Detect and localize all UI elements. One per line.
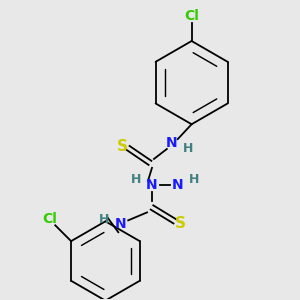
Text: S: S [117, 139, 128, 154]
Text: H: H [188, 173, 199, 186]
Text: N: N [166, 136, 178, 150]
Text: H: H [99, 213, 110, 226]
Text: H: H [182, 142, 193, 154]
Text: S: S [175, 216, 186, 231]
Text: H: H [131, 173, 141, 186]
Text: N: N [172, 178, 184, 192]
Text: N: N [115, 217, 126, 231]
Text: Cl: Cl [184, 9, 199, 23]
Text: Cl: Cl [42, 212, 57, 226]
Text: N: N [146, 178, 158, 192]
